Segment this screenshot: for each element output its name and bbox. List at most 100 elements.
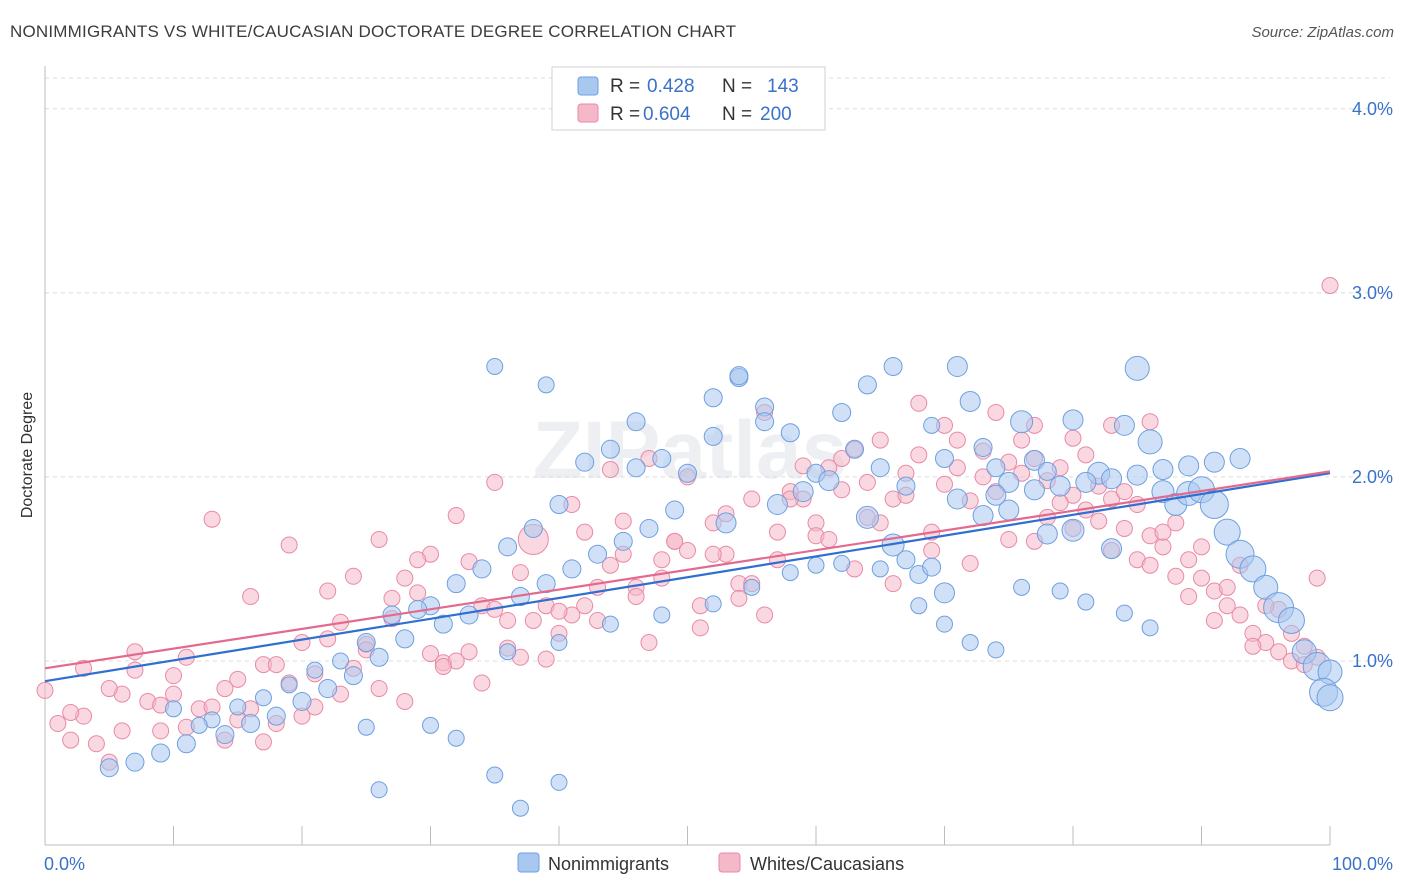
nonimmigrants-point-126 (125, 752, 145, 772)
nonimmigrants-point-86 (1013, 578, 1031, 596)
nonimmigrants-point-96 (486, 357, 504, 375)
nonimmigrants-point-110 (588, 544, 608, 564)
nonimmigrants-point-116 (395, 629, 415, 649)
whites-point-83 (1103, 490, 1121, 508)
nonimmigrants-point-94 (550, 773, 568, 791)
whites-point-73 (974, 468, 992, 486)
nonimmigrants-point-100 (755, 412, 775, 432)
whites-point-172 (550, 602, 568, 620)
whites-point-28 (396, 569, 414, 587)
nonimmigrants-point-36 (934, 582, 955, 604)
whites-point-143 (614, 512, 632, 530)
x-tick-label-1: 100.0% (1332, 854, 1393, 874)
nonimmigrants-point-39 (1036, 523, 1058, 545)
grid-lines (45, 77, 1390, 662)
whites-point-27 (383, 589, 401, 607)
whites-point-104 (280, 536, 298, 554)
whites-point-89 (1180, 551, 1198, 569)
y-tick-label-1: 2.0% (1352, 467, 1393, 487)
nonimmigrants-point-130 (792, 481, 814, 503)
nonimmigrants-point-89 (1115, 604, 1133, 622)
whites-point-1 (49, 715, 67, 733)
whites-point-124 (1064, 429, 1082, 447)
whites-point-64 (858, 473, 876, 491)
chart-title: NONIMMIGRANTS VS WHITE/CAUCASIAN DOCTORA… (10, 22, 737, 41)
legend-swatch-blue (577, 76, 599, 96)
nonimmigrants-point-105 (870, 458, 890, 478)
whites-point-169 (396, 692, 414, 710)
legend-n-value-2: 200 (760, 104, 792, 125)
nonimmigrants-point-95 (537, 376, 555, 394)
nonimmigrants-point-74 (601, 615, 619, 633)
y-axis-label: Doctorate Degree (19, 392, 36, 518)
nonimmigrants-point-102 (857, 375, 877, 395)
nonimmigrants-point-124 (176, 734, 196, 754)
nonimmigrants-point-8 (1023, 449, 1045, 471)
x-tick-label-0: 0.0% (44, 854, 85, 874)
legend-n-label-2: N = (722, 104, 752, 125)
nonimmigrants-point-118 (343, 666, 363, 686)
nonimmigrants-point-142 (1229, 448, 1251, 469)
nonimmigrants-point-127 (99, 758, 119, 778)
nonimmigrants-point-79 (807, 556, 825, 574)
nonimmigrants-point-46 (703, 426, 723, 446)
nonimmigrants-point-1 (923, 416, 941, 434)
whites-point-112 (601, 461, 619, 479)
nonimmigrants-point-119 (318, 679, 338, 699)
whites-point-144 (653, 551, 671, 569)
nonimmigrants-point-47 (678, 463, 697, 483)
nonimmigrants-point-85 (987, 641, 1005, 659)
legend-swatch-pink (577, 103, 599, 123)
nonimmigrants-point-98 (703, 388, 723, 408)
whites-point-55 (743, 490, 761, 508)
nonimmigrants-point-111 (562, 559, 582, 579)
nonimmigrants-point-83 (936, 615, 953, 633)
nonimmigrants-point-41 (1101, 538, 1123, 560)
whites-point-38 (524, 611, 542, 629)
nonimmigrants-point-67 (190, 716, 208, 734)
nonimmigrants-point-121 (266, 706, 286, 726)
axes (44, 66, 1331, 846)
nonimmigrants-point-136 (1075, 471, 1097, 493)
nonimmigrants-point-7 (998, 471, 1020, 493)
whites-point-162 (113, 722, 131, 740)
nonimmigrants-point-14 (1137, 429, 1163, 455)
nonimmigrants-point-117 (369, 647, 389, 667)
legend-bottom-label-1: Nonimmigrants (548, 854, 669, 874)
nonimmigrants-point-133 (985, 484, 1007, 506)
y-tick-labels: 1.0% 2.0% 3.0% 4.0% (1352, 99, 1393, 671)
nonimmigrants-point-114 (459, 605, 479, 625)
nonimmigrants-point-138 (1126, 464, 1148, 486)
nonimmigrants-point-125 (151, 743, 171, 763)
source-label: Source: ZipAtlas.com (1251, 24, 1394, 41)
nonimmigrants-point-107 (665, 500, 685, 520)
nonimmigrants-point-132 (946, 488, 968, 510)
nonimmigrants-point-131 (818, 470, 840, 492)
whites-point-103 (242, 588, 260, 606)
nonimmigrants-point-129 (766, 494, 788, 516)
nonimmigrants-point-103 (883, 356, 903, 376)
whites-point-127 (126, 643, 144, 661)
whites-point-176 (704, 545, 722, 563)
whites-point-87 (1154, 538, 1172, 556)
legend-n-label-1: N = (722, 76, 752, 97)
nonimmigrants-point-40 (1061, 518, 1085, 542)
whites-point-175 (666, 532, 684, 550)
nonimmigrants-point-76 (704, 595, 722, 613)
whites-point-90 (1193, 569, 1210, 587)
legend-r-label-1: R = (610, 76, 640, 97)
whites-point-161 (62, 703, 80, 721)
nonimmigrants-point-52 (549, 495, 569, 515)
nonimmigrants-point-69 (357, 718, 375, 736)
nonimmigrants-point-84 (961, 634, 979, 652)
nonimmigrants-point-82 (910, 597, 928, 615)
whites-point-108 (447, 507, 465, 525)
whites-point-152 (961, 554, 979, 572)
whites-point-22 (319, 630, 337, 648)
whites-point-101 (1308, 569, 1326, 587)
whites-point-50 (679, 542, 696, 560)
nonimmigrants-point-77 (743, 578, 761, 596)
legend-n-value-1: 143 (767, 76, 799, 97)
nonimmigrants-point-122 (241, 714, 261, 734)
